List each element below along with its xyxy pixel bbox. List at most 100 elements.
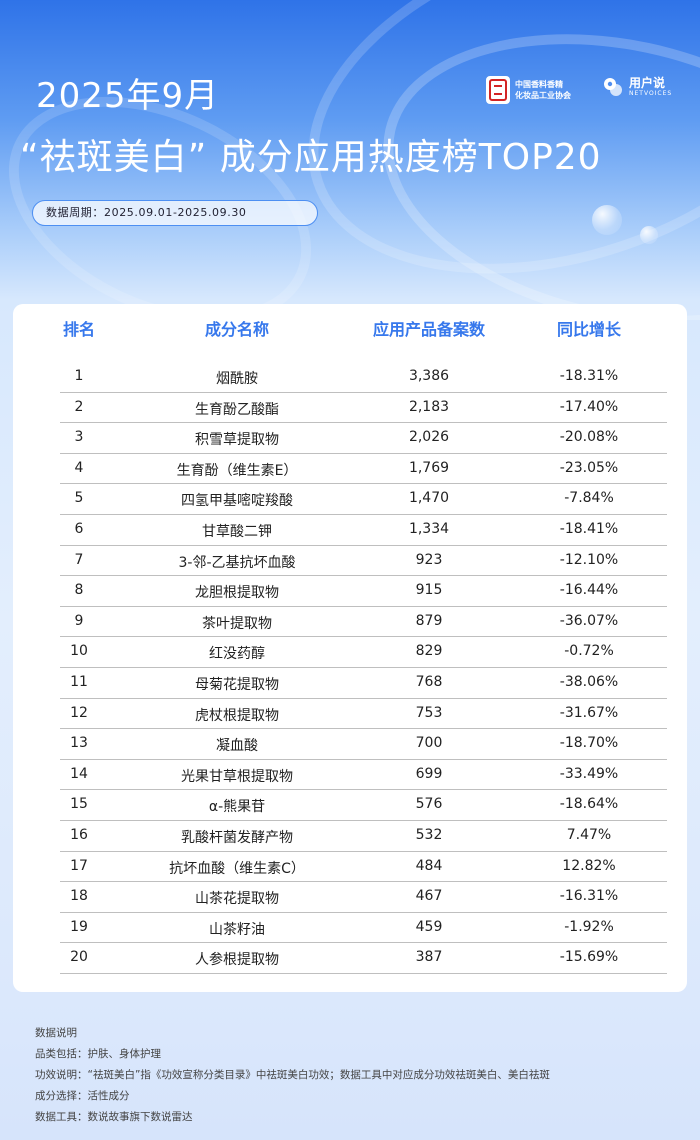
ingredient-name-cell: 抗坏血酸（维生素C）	[169, 860, 305, 877]
filing-count-cell: 879	[415, 612, 443, 629]
association-name-line: 化妆品工业协会	[515, 91, 571, 100]
yoy-growth-cell: -7.84%	[564, 490, 614, 507]
table-row: 5 四氢甲基嘧啶羧酸 1,470 -7.84%	[60, 484, 667, 515]
column-header-filing-count: 应用产品备案数	[372, 320, 486, 339]
rank-cell: 6	[74, 520, 84, 537]
filing-count-cell: 768	[415, 673, 443, 690]
yoy-growth-cell: -36.07%	[559, 612, 619, 629]
yoy-growth-cell: -18.31%	[559, 368, 619, 384]
filing-count-cell: 829	[415, 643, 443, 660]
table-row: 6 甘草酸二钾 1,334 -18.41%	[60, 515, 667, 546]
rank-cell: 2	[74, 398, 84, 415]
rank-cell: 15	[70, 796, 88, 813]
data-notes: 数据说明 品类包括：护肤、身体护理 功效说明：“祛斑美白”指《功效宣称分类目录》…	[35, 1023, 550, 1128]
association-name-line: 中国香料香精	[515, 80, 563, 89]
table-row: 17 抗坏血酸（维生素C） 484 12.82%	[60, 852, 667, 883]
ingredient-name-cell: 甘草酸二钾	[202, 523, 272, 540]
yoy-growth-cell: -20.08%	[559, 429, 619, 446]
rank-cell: 1	[74, 368, 84, 384]
ingredient-name-cell: α-熊果苷	[208, 799, 266, 816]
ingredient-name-cell: 龙胆根提取物	[195, 585, 279, 602]
filing-count-cell: 700	[415, 735, 443, 752]
filing-count-cell: 1,334	[408, 520, 450, 537]
ingredient-name-cell: 红没药醇	[209, 646, 265, 663]
yoy-growth-cell: -18.64%	[559, 796, 619, 813]
ingredient-name-cell: 积雪草提取物	[195, 432, 279, 449]
table-row: 3 积雪草提取物 2,026 -20.08%	[60, 423, 667, 454]
ingredient-name-cell: 乳酸杆菌发酵产物	[181, 829, 293, 846]
ingredient-name-cell: 凝血酸	[216, 738, 258, 755]
rank-cell: 3	[74, 429, 84, 446]
table-row: 4 生育酚（维生素E） 1,769 -23.05%	[60, 454, 667, 485]
ingredient-name-cell: 3-邻-乙基抗坏血酸	[178, 554, 296, 571]
table-row: 9 茶叶提取物 879 -36.07%	[60, 607, 667, 638]
yoy-growth-cell: -16.44%	[559, 582, 619, 599]
filing-count-cell: 576	[415, 796, 443, 813]
data-period-badge: 数据周期：2025.09.01-2025.09.30	[32, 200, 318, 226]
ranking-table-card: 排名 成分名称 应用产品备案数 同比增长 1 烟酰胺 3,386 -18.31% 2 生育…	[13, 304, 687, 992]
rank-cell: 5	[74, 490, 84, 507]
netvoices-logo: 用户说 NETVOICES	[602, 76, 672, 98]
filing-count-cell: 1,470	[408, 490, 450, 507]
ingredient-name-cell: 生育酚（维生素E）	[176, 462, 298, 479]
yoy-growth-cell: -16.31%	[559, 888, 619, 905]
table-body: 1 烟酰胺 3,386 -18.31% 2 生育酚乙酸酯 2,183 -17.40% 3 积雪草提…	[60, 362, 667, 974]
table-row: 19 山茶籽油 459 -1.92%	[60, 913, 667, 944]
ingredient-name-cell: 虎杖根提取物	[195, 707, 279, 724]
yoy-growth-cell: 7.47%	[566, 826, 612, 843]
note-tool: 数据工具：数说故事旗下数说雷达	[35, 1111, 193, 1123]
table-row: 1 烟酰胺 3,386 -18.31%	[60, 362, 667, 393]
note-selection: 成分选择：活性成分	[35, 1090, 130, 1102]
ingredient-name-cell: 光果甘草根提取物	[181, 768, 293, 785]
rank-cell: 19	[70, 918, 88, 935]
table-row: 13 凝血酸 700 -18.70%	[60, 729, 667, 760]
filing-count-cell: 387	[415, 949, 443, 966]
yoy-growth-cell: -18.41%	[559, 520, 619, 537]
table-row: 8 龙胆根提取物 915 -16.44%	[60, 576, 667, 607]
table-row: 2 生育酚乙酸酯 2,183 -17.40%	[60, 393, 667, 424]
yoy-growth-cell: -31.67%	[559, 704, 619, 721]
filing-count-cell: 459	[415, 918, 443, 935]
rank-cell: 18	[70, 888, 88, 905]
table-row: 16 乳酸杆菌发酵产物 532 7.47%	[60, 821, 667, 852]
ingredient-name-cell: 母菊花提取物	[195, 676, 279, 693]
column-header-rank: 排名	[62, 320, 96, 339]
water-drop-icon	[640, 226, 658, 244]
rank-cell: 14	[70, 765, 88, 782]
ingredient-name-cell: 四氢甲基嘧啶羧酸	[181, 493, 293, 510]
filing-count-cell: 467	[415, 888, 443, 905]
ingredient-name-cell: 人参根提取物	[195, 952, 279, 969]
filing-count-cell: 484	[415, 857, 443, 874]
table-row: 15 α-熊果苷 576 -18.64%	[60, 790, 667, 821]
rank-cell: 20	[70, 949, 88, 966]
header-background	[0, 0, 700, 320]
association-logo: 中国香料香精 化妆品工业协会	[486, 76, 571, 104]
filing-count-cell: 1,769	[408, 459, 450, 476]
filing-count-cell: 2,026	[408, 429, 450, 446]
column-header-yoy-growth: 同比增长	[556, 320, 622, 339]
ingredient-name-cell: 生育酚乙酸酯	[195, 401, 279, 418]
filing-count-cell: 2,183	[408, 398, 450, 415]
table-row: 7 3-邻-乙基抗坏血酸 923 -12.10%	[60, 546, 667, 577]
yoy-growth-cell: -33.49%	[559, 765, 619, 782]
yoy-growth-cell: 12.82%	[562, 857, 616, 874]
rank-cell: 4	[74, 459, 84, 476]
note-category: 品类包括：护肤、身体护理	[35, 1048, 161, 1060]
rank-cell: 8	[74, 582, 84, 599]
rank-cell: 9	[74, 612, 84, 629]
rank-cell: 16	[70, 826, 88, 843]
yoy-growth-cell: -38.06%	[559, 673, 619, 690]
ingredient-name-cell: 茶叶提取物	[202, 615, 272, 632]
main-title: “祛斑美白” 成分应用热度榜TOP20	[20, 137, 602, 178]
filing-count-cell: 915	[415, 582, 443, 599]
yoy-growth-cell: -18.70%	[559, 735, 619, 752]
yoy-growth-cell: -12.10%	[559, 551, 619, 568]
note-efficacy: 功效说明：“祛斑美白”指《功效宣称分类目录》中祛斑美白功效；数据工具中对应成分功…	[35, 1069, 550, 1081]
rank-cell: 7	[74, 551, 84, 568]
table-row: 11 母菊花提取物 768 -38.06%	[60, 668, 667, 699]
rank-cell: 11	[70, 673, 88, 690]
netvoices-mark-icon	[604, 78, 622, 96]
filing-count-cell: 923	[415, 551, 443, 568]
table-header: 排名 成分名称 应用产品备案数 同比增长	[13, 304, 687, 350]
yoy-growth-cell: -0.72%	[564, 643, 614, 660]
